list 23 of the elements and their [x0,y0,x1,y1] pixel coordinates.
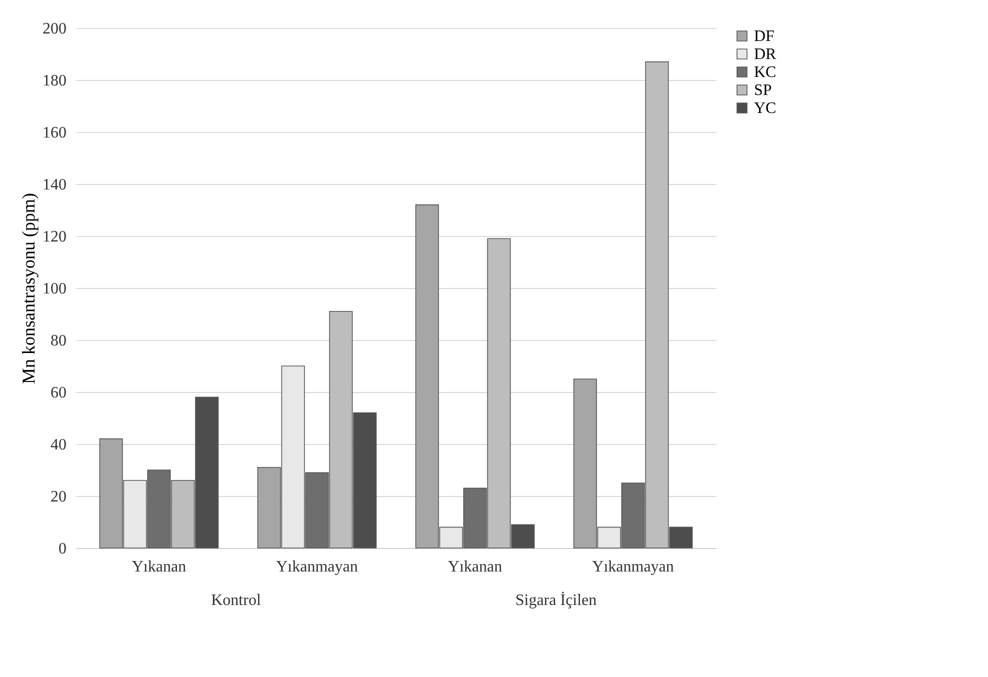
legend-label: SP [754,82,772,99]
y-tick-label: 200 [42,20,66,38]
y-tick-label: 160 [42,124,66,142]
legend-label: YC [754,100,776,117]
x-tick-label: Yıkanan [448,558,502,576]
text: Kontrol [211,592,262,609]
y-tick-label: 140 [42,176,66,194]
y-tick-label: 120 [42,228,66,246]
y-tick-label: 0 [58,540,66,558]
x-tick-label: Yıkanmayan [276,558,358,576]
y-tick-label: 60 [50,384,66,402]
x-tick-label: Yıkanmayan [592,558,674,576]
y-tick-label: 80 [50,332,66,350]
y-axis-title: Mn konsantrasyonu (ppm) [18,193,38,384]
y-tick-label: 100 [42,280,66,298]
legend-label: KC [754,64,776,81]
y-tick-label: 20 [50,488,66,506]
text: Sigara İçilen [515,591,597,609]
y-tick-label: 40 [50,436,66,454]
legend-label: DR [754,46,777,63]
legend-label: DF [754,28,775,45]
x-tick-label: Yıkanan [132,558,186,576]
y-tick-label: 180 [42,72,66,90]
